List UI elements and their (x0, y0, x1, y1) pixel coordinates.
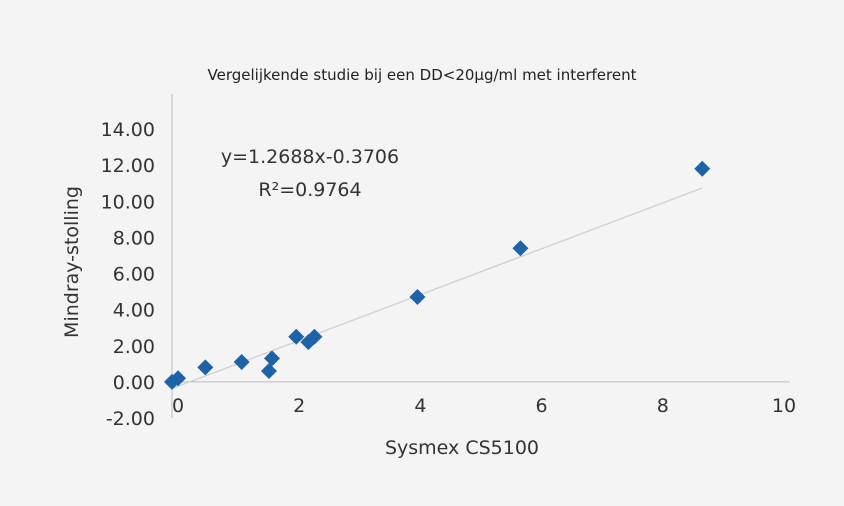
trendline (171, 187, 703, 390)
x-axis-ticks: 0 2 4 6 8 10 (172, 395, 796, 417)
y-tick-label: 8.00 (113, 227, 155, 249)
data-point (170, 370, 187, 387)
y-tick-label: 2.00 (113, 336, 155, 358)
x-tick-label: 2 (293, 395, 305, 417)
data-points (164, 160, 711, 390)
y-tick-label: 14.00 (101, 119, 155, 141)
y-tick-label: 6.00 (113, 264, 155, 286)
x-tick-label: 0 (172, 395, 184, 417)
x-tick-label: 10 (772, 395, 796, 417)
data-point (288, 328, 305, 345)
y-tick-label: 0.00 (113, 372, 155, 394)
data-point (409, 288, 426, 305)
data-point (197, 359, 214, 376)
chart-title: Vergelijkende studie bij een DD<20µg/ml … (208, 66, 637, 84)
data-point (512, 240, 529, 257)
equation-annotation: y=1.2688x-0.3706 (221, 146, 399, 168)
y-tick-label: 10.00 (101, 191, 155, 213)
x-axis-label: Sysmex CS5100 (385, 437, 539, 459)
data-point (306, 328, 323, 345)
data-point (263, 350, 280, 367)
data-point (260, 363, 277, 380)
y-tick-label: 4.00 (113, 300, 155, 322)
y-axis-ticks: 14.00 12.00 10.00 8.00 6.00 4.00 2.00 0.00 -2.00 (101, 119, 155, 430)
data-point (694, 160, 711, 177)
r-squared-annotation: R²=0.9764 (258, 179, 361, 201)
x-tick-label: 8 (657, 395, 669, 417)
data-point (233, 354, 250, 371)
y-axis-label: Mindray-stolling (61, 186, 83, 338)
y-tick-label: -2.00 (106, 408, 155, 430)
y-tick-label: 12.00 (101, 155, 155, 177)
x-tick-label: 4 (414, 395, 426, 417)
x-tick-label: 6 (536, 395, 548, 417)
